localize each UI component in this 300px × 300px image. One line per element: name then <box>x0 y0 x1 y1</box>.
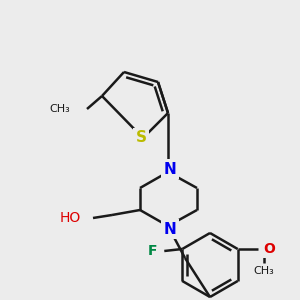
Text: N: N <box>164 161 176 176</box>
Text: N: N <box>164 221 176 236</box>
Text: F: F <box>148 244 157 258</box>
Text: CH₃: CH₃ <box>253 266 274 276</box>
Text: HO: HO <box>60 211 81 225</box>
Text: O: O <box>264 242 276 256</box>
Text: S: S <box>136 130 146 146</box>
Text: CH₃: CH₃ <box>49 104 70 114</box>
